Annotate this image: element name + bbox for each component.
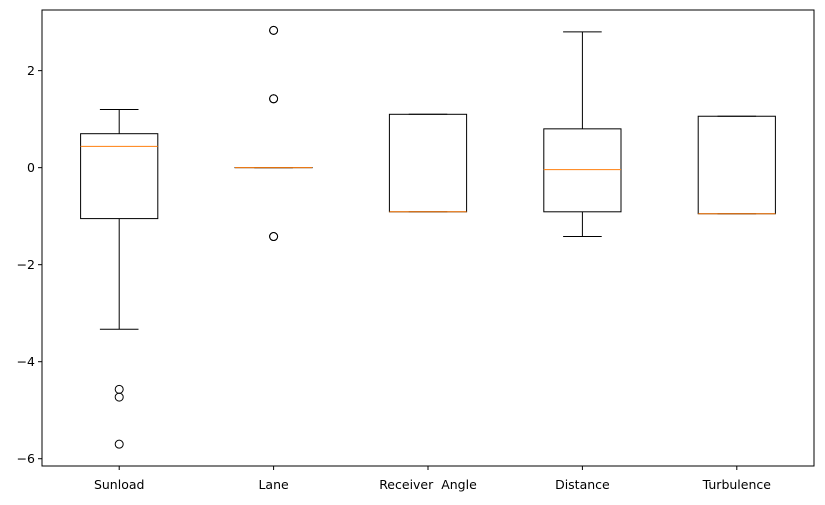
box-group (234, 25, 313, 242)
x-axis: Sunload Lane Receiver Angle Distance Turbule… (94, 466, 771, 492)
box-group (80, 108, 159, 449)
outlier-point (269, 25, 279, 35)
x-tick-label: Sunload (94, 477, 145, 492)
box-group (543, 31, 622, 238)
outlier-point (269, 232, 279, 242)
x-tick-label: Turbulence (702, 477, 772, 492)
x-tick-label: Lane (258, 477, 289, 492)
y-tick-label: −6 (17, 451, 35, 466)
boxes-layer (80, 25, 776, 449)
y-tick-label: −4 (17, 354, 35, 369)
outlier-point (114, 392, 124, 402)
y-axis: 2 0 −2 −4 −6 (17, 63, 42, 466)
iqr-box (543, 128, 622, 213)
y-tick-label: −2 (17, 257, 35, 272)
x-tick-label: Receiver Angle (379, 477, 477, 492)
y-tick-label: 2 (27, 63, 35, 78)
box-group (388, 113, 468, 213)
outlier-point (269, 94, 279, 104)
outlier-point (114, 439, 124, 449)
box-group (697, 115, 776, 215)
y-tick-label: 0 (27, 160, 35, 175)
x-tick-label: Distance (555, 477, 610, 492)
plot-area (41, 9, 815, 467)
iqr-box (80, 133, 159, 220)
